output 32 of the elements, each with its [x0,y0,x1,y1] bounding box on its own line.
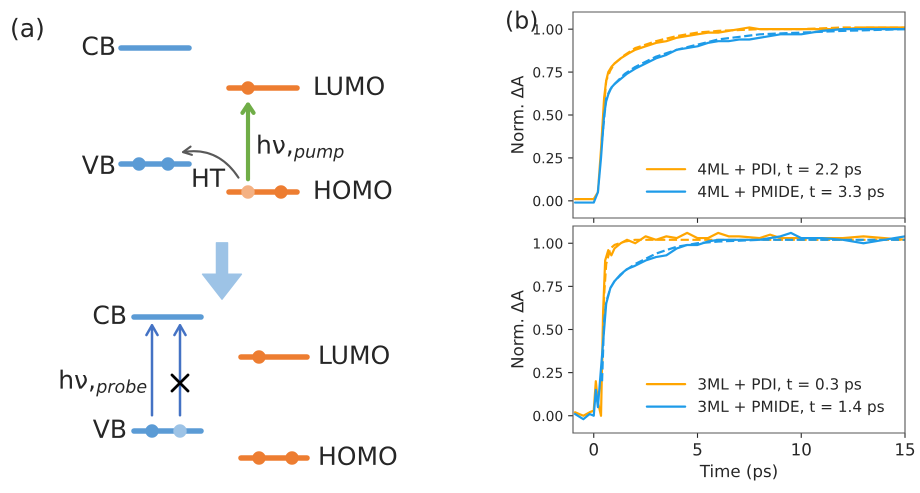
text: LUMO [315,76,384,96]
text: (a) [12,18,43,40]
legend-label: 3ML + PMIDE, t = 1.4 ps [698,400,884,416]
y-tick-label: 0.00 [533,196,562,206]
x-axis-title: Time (ps) [700,464,777,481]
y-tick-label: 0.50 [533,110,562,120]
y-tick-label: 0.25 [533,368,562,378]
text: HOMO [320,446,396,466]
y-tick-label: 0.25 [533,152,562,164]
text: HT [193,168,226,187]
legend-label: 3ML + PDI, t = 0.3 ps [698,378,862,393]
text: hν,$_{pump}$ [258,134,344,162]
y-tick-label: 1.00 [534,238,562,249]
text: LUMO [320,345,389,364]
y-axis-title: Norm. ΔA [511,290,524,368]
text: CB [94,305,126,324]
text: CB [82,36,114,56]
x-tick-label: 0 [590,443,598,456]
legend-label: 4ML + PDI, t = 2.2 ps [698,163,862,178]
text: VB [82,156,114,174]
y-tick-label: 0.75 [533,67,562,78]
x-tick-label: 5 [693,443,702,456]
text: HOMO [315,180,392,200]
text: VB [92,420,126,438]
y-tick-label: 0.50 [533,324,562,335]
y-tick-label: 0.00 [533,410,562,422]
x-tick-label: 10 [792,443,811,456]
x-tick-label: 15 [896,443,914,456]
y-tick-label: 0.75 [533,281,562,292]
text: hν,$_{probe}$ [60,370,146,396]
y-axis-title: Norm. ΔA [511,76,524,153]
legend-label: 4ML + PMIDE, t = 3.3 ps [698,186,884,200]
